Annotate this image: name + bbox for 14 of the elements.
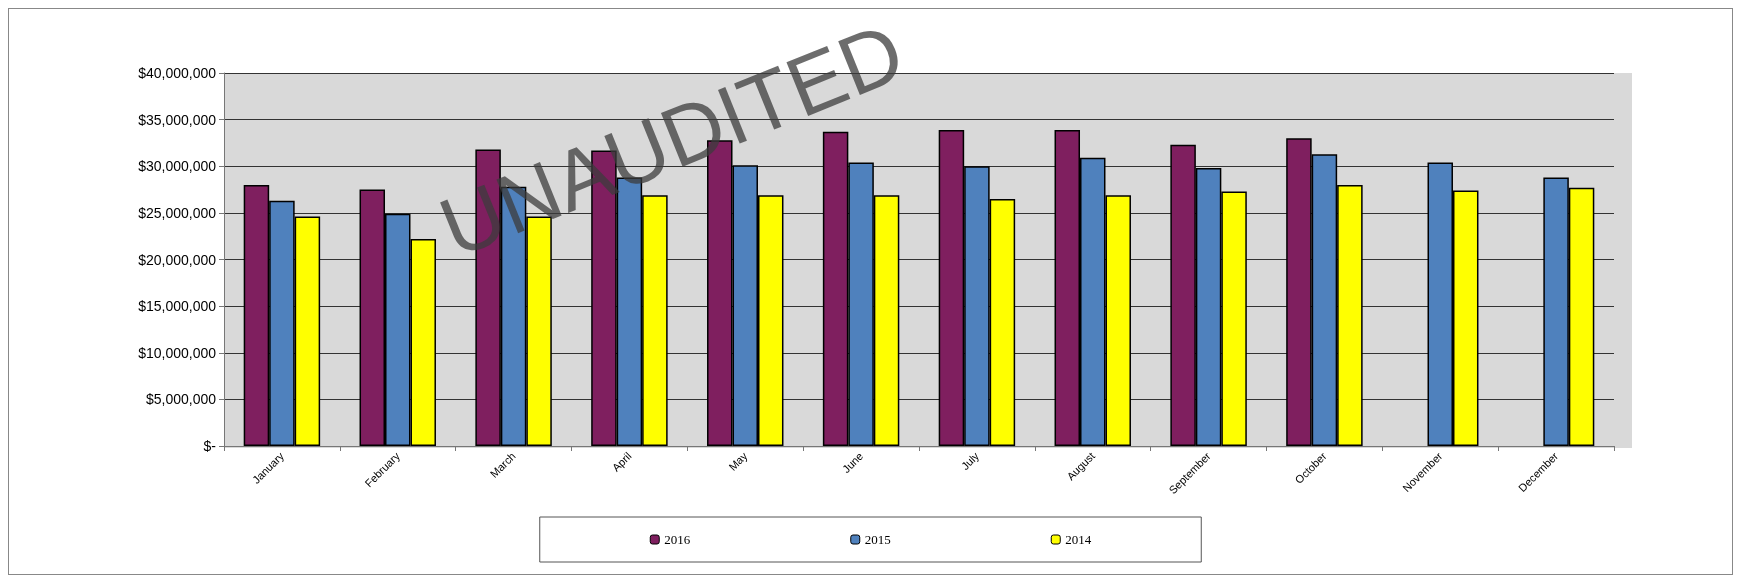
y-tick-label: $35,000,000 — [138, 111, 217, 128]
y-tick-label: $40,000,000 — [138, 65, 217, 81]
legend-label: 2015 — [864, 532, 891, 547]
y-tick-label: $30,000,000 — [138, 158, 217, 175]
x-tick-label: May — [726, 449, 750, 473]
x-tick-label: July — [958, 449, 982, 473]
y-tick-label: $25,000,000 — [138, 204, 217, 221]
legend-label: 2014 — [1065, 532, 1092, 547]
y-tick-label: $15,000,000 — [138, 298, 217, 315]
y-tick-label: $5,000,000 — [145, 391, 217, 408]
y-tick-label: $20,000,000 — [138, 251, 217, 268]
y-tick-label: $- — [203, 438, 217, 454]
y-tick-label: $10,000,000 — [138, 344, 217, 361]
legend-label: 2016 — [664, 532, 691, 547]
